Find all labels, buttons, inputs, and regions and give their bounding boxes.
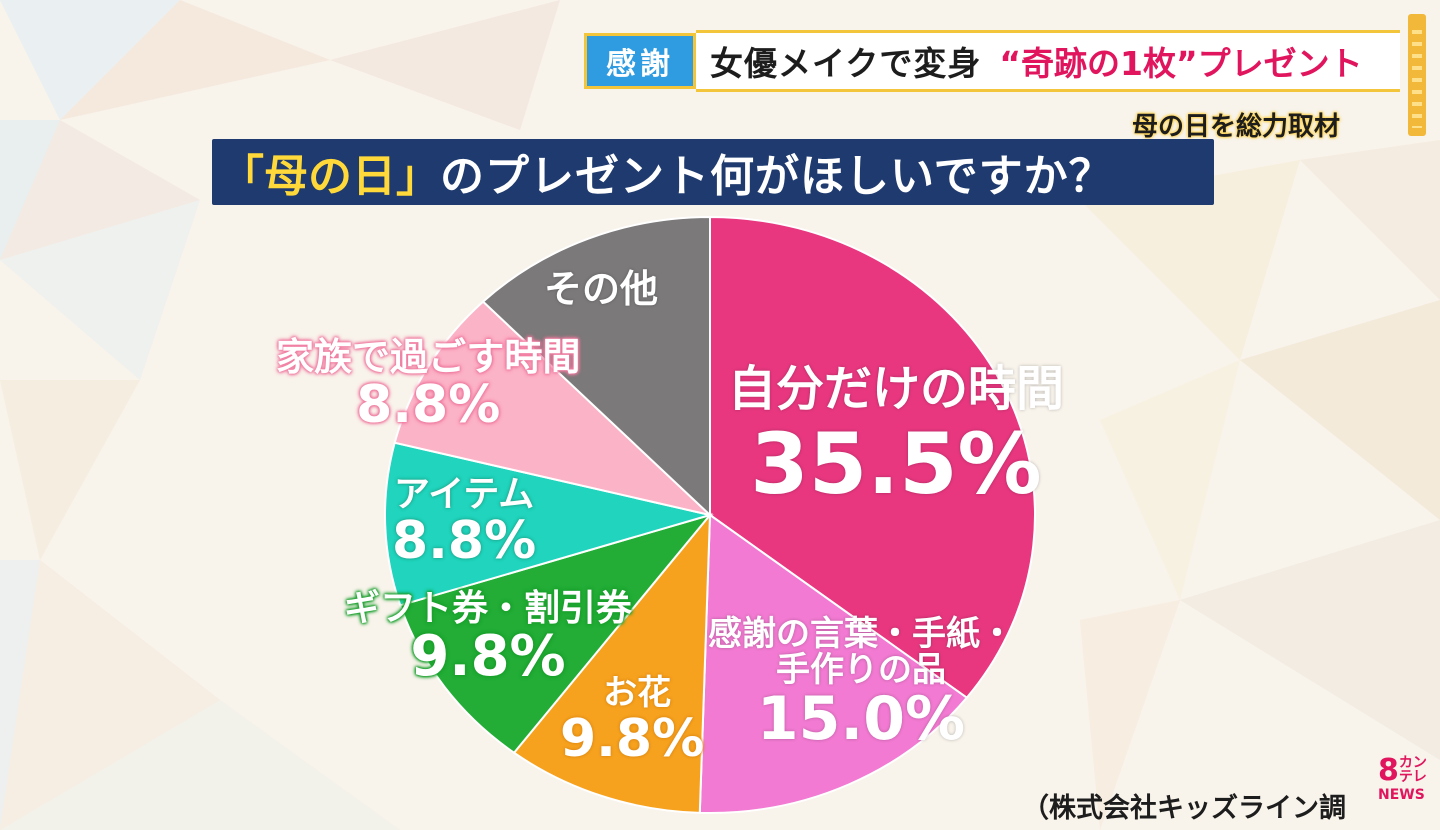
chart-title-rest: のプレゼント何がほしいですか？ (440, 151, 1114, 202)
slice-label-value: 9.8% (560, 708, 705, 769)
banner-title-accent: “奇跡の1枚”プレゼント (999, 44, 1363, 83)
headline-banner: 感謝 女優メイクで変身 “奇跡の1枚”プレゼント (584, 28, 1400, 94)
banner-title-box: 女優メイクで変身 “奇跡の1枚”プレゼント (696, 30, 1400, 92)
logo-kana-bottom: テレ (1398, 769, 1427, 785)
slice-label-own-time: 自分だけの時間 35.5% (728, 364, 1064, 509)
pie-slice-1 (698, 513, 969, 814)
slice-label-name: その他 (544, 267, 659, 311)
slice-label-gift-card: ギフト券・割引券 9.8% (344, 590, 632, 687)
chart-title: 「母の日」 のプレゼント何がほしいですか？ (212, 139, 1214, 205)
slice-label-item: アイテム 8.8% (392, 476, 536, 568)
pie-slice-0 (709, 215, 1036, 699)
source-note: （株式会社キッズライン調 (1022, 793, 1346, 824)
slice-label-name: 家族で過ごす時間 (276, 335, 581, 379)
slice-label-value: 8.8% (392, 510, 537, 571)
slice-label-name: 自分だけの時間 (728, 361, 1065, 417)
slice-label-thanks: 感謝の言葉・手紙・ 手作りの品 15.0% (708, 614, 1014, 755)
slice-label-other: その他 (544, 267, 659, 311)
pie-slice-6 (481, 215, 711, 518)
pie-slice-5 (393, 300, 714, 517)
banner-tag: 感謝 (584, 33, 696, 89)
chart-title-highlight: 「母の日」 (220, 151, 440, 202)
pie-chart (384, 215, 1036, 814)
slice-label-value: 9.8% (410, 623, 566, 689)
logo-number: 8 (1378, 753, 1399, 788)
sub-caption: 母の日を総力取材 (1132, 112, 1341, 142)
slice-label-name: お花 (603, 673, 672, 713)
decorative-side-bar (1408, 14, 1426, 136)
slice-label-value: 8.8% (356, 374, 501, 435)
slice-label-flowers: お花 9.8% (560, 673, 705, 769)
broadcaster-logo: 8 カン テレ NEWS (1378, 756, 1430, 816)
logo-news: NEWS (1378, 787, 1425, 803)
slice-label-name: アイテム (393, 474, 535, 515)
pie-slice-3 (398, 513, 713, 755)
logo-kana-top: カン (1398, 755, 1427, 771)
slice-label-value: 35.5% (750, 415, 1042, 514)
pie-slice-2 (512, 512, 712, 814)
slice-label-name-line2: 手作りの品 (776, 649, 946, 690)
slice-label-family-time: 家族で過ごす時間 8.8% (276, 335, 581, 435)
slice-label-name: 感謝の言葉・手紙・ (708, 614, 1014, 654)
banner-title: 女優メイクで変身 (710, 44, 982, 83)
slice-label-name: ギフト券・割引券 (344, 588, 633, 629)
slice-label-value: 15.0% (756, 684, 966, 755)
pie-slice-4 (384, 441, 714, 607)
